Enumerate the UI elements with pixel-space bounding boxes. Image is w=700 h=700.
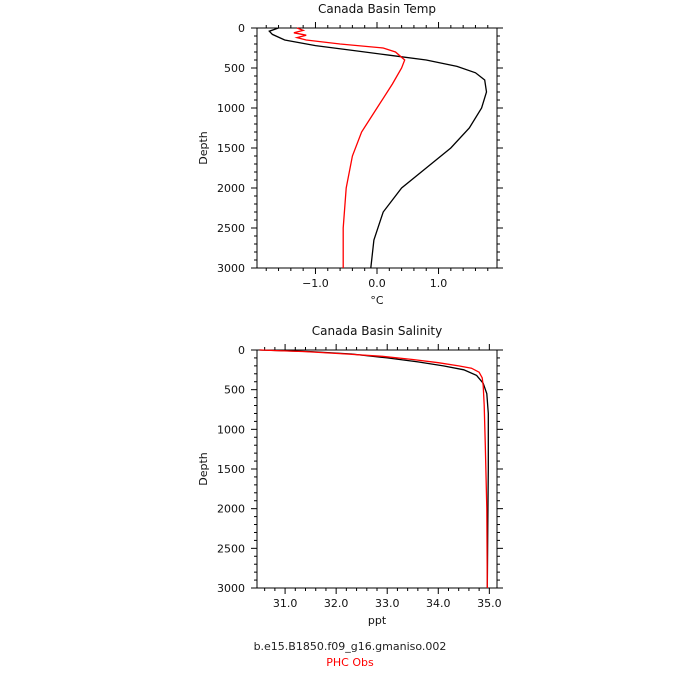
series-line-model bbox=[259, 349, 489, 589]
y-axis-label: Depth bbox=[197, 131, 210, 165]
x-tick-label: 34.0 bbox=[426, 597, 451, 610]
y-tick-label: 2500 bbox=[217, 542, 245, 555]
y-tick-label: 0 bbox=[238, 22, 245, 35]
y-axis-label: Depth bbox=[197, 452, 210, 486]
x-tick-label: 31.0 bbox=[273, 597, 298, 610]
x-tick-label: 32.0 bbox=[324, 597, 349, 610]
chart-panel-2: Canada Basin Salinity 0 500 1000 1500 2000 250… bbox=[197, 324, 503, 627]
x-axis-label: °C bbox=[370, 294, 384, 307]
y-tick-label: 1000 bbox=[217, 423, 245, 436]
y-tick-label: 2500 bbox=[217, 222, 245, 235]
series-line-obs bbox=[259, 349, 488, 589]
x-tick-label: 0.0 bbox=[368, 277, 386, 290]
y-tick-label: 2000 bbox=[217, 182, 245, 195]
chart-title: Canada Basin Salinity bbox=[312, 324, 442, 338]
x-tick-label: −1.0 bbox=[302, 277, 329, 290]
y-tick-label: 3000 bbox=[217, 582, 245, 595]
y-tick-label: 3000 bbox=[217, 262, 245, 275]
x-tick-label: 35.0 bbox=[477, 597, 502, 610]
series-line-model bbox=[268, 27, 488, 269]
y-tick-label: 1500 bbox=[217, 142, 245, 155]
x-tick-label: 1.0 bbox=[430, 277, 448, 290]
chart-title: Canada Basin Temp bbox=[318, 2, 436, 16]
y-tick-label: 1000 bbox=[217, 102, 245, 115]
y-tick-label: 2000 bbox=[217, 503, 245, 516]
y-tick-label: 500 bbox=[224, 384, 245, 397]
legend-entry-model: b.e15.B1850.f09_g16.gmaniso.002 bbox=[253, 640, 447, 653]
legend-entry-obs: PHC Obs bbox=[326, 656, 374, 669]
series-line-obs bbox=[293, 27, 406, 268]
y-tick-label: 500 bbox=[224, 62, 245, 75]
chart-panel-1: Canada Basin Temp 0 500 1000 1500 2000 2500 300… bbox=[197, 2, 503, 307]
x-axis-label: ppt bbox=[368, 614, 387, 627]
x-tick-label: 33.0 bbox=[375, 597, 400, 610]
y-tick-label: 1500 bbox=[217, 463, 245, 476]
plot-frame bbox=[256, 349, 498, 589]
y-tick-label: 0 bbox=[238, 344, 245, 357]
